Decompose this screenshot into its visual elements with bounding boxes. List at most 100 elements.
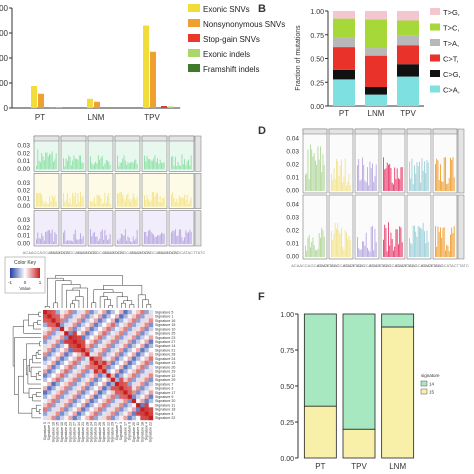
- profile-bar: [53, 198, 54, 207]
- heatmap-cell: [148, 403, 154, 408]
- heatmap-cell: [110, 386, 116, 391]
- heatmap-cell: [102, 318, 107, 323]
- profile-bar: [307, 237, 309, 257]
- profile-bar: [362, 241, 363, 257]
- profile-bar: [159, 159, 161, 170]
- heatmap-cell: [119, 331, 124, 336]
- heatmap-cell: [89, 356, 94, 361]
- profile-bar: [447, 245, 449, 257]
- profile-bar: [357, 165, 358, 191]
- profile-bar: [422, 170, 424, 191]
- heatmap-cell: [106, 331, 111, 336]
- profile-bar: [130, 241, 132, 244]
- heatmap-cell: [106, 335, 111, 340]
- profile-bar: [186, 194, 188, 207]
- heatmap-cell: [43, 369, 48, 374]
- heatmap-cell: [59, 360, 65, 366]
- heatmap-cell: [89, 310, 94, 315]
- panel-c-trinucleotide-profiles: 0.000.000.000.010.010.010.020.020.020.03…: [17, 135, 205, 255]
- profile-bar: [78, 239, 80, 244]
- heatmap-cell: [64, 377, 69, 383]
- heatmap-cell: [43, 356, 48, 361]
- profile-bar: [107, 160, 108, 170]
- facet-strip: [141, 135, 168, 142]
- heatmap-cell: [98, 369, 103, 374]
- row-label: Signature 15: [155, 323, 175, 327]
- facet-strip: [406, 128, 432, 135]
- profile-bar: [163, 233, 165, 244]
- heatmap-cell: [98, 322, 103, 328]
- heatmap-cell: [89, 373, 94, 378]
- profile-bar: [364, 180, 366, 191]
- heatmap-cell: [127, 352, 133, 357]
- heatmap-cell: [51, 365, 56, 370]
- heatmap-cell: [72, 394, 78, 400]
- profile-bar: [124, 160, 126, 170]
- heatmap-cell: [106, 326, 111, 332]
- profile-bar: [445, 157, 446, 191]
- heatmap-cell: [106, 360, 111, 366]
- profile-bar: [45, 201, 47, 207]
- profile-bar: [186, 161, 188, 170]
- heatmap-cell: [59, 331, 65, 336]
- row-strip: [194, 173, 202, 209]
- heatmap-cell: [114, 310, 120, 315]
- heatmap-cell: [55, 318, 61, 323]
- heatmap-cell: [114, 377, 120, 383]
- column-dendrogram-branch: [137, 294, 146, 308]
- profile-bar: [410, 178, 412, 191]
- heatmap-cell: [144, 335, 149, 340]
- x-tick-labels: ACAACCAGCATACTTATC: [291, 263, 339, 268]
- stack-segment: [397, 45, 419, 65]
- heatmap-cell: [59, 310, 65, 315]
- profile-bar: [103, 239, 105, 244]
- heatmap-cell: [98, 411, 103, 416]
- heatmap-cell: [123, 322, 128, 328]
- profile-bar: [383, 157, 384, 191]
- heatmap-cell: [76, 318, 82, 323]
- heatmap-cell: [123, 369, 128, 374]
- heatmap-cell: [55, 398, 61, 404]
- column-label: Signature 18: [140, 422, 144, 442]
- heatmap-cell: [144, 411, 149, 416]
- heatmap-cell: [102, 314, 107, 319]
- row-label: Signature 22: [155, 416, 175, 420]
- heatmap-cell: [72, 377, 78, 383]
- heatmap-cell: [119, 386, 124, 391]
- legend-swatch: [188, 4, 200, 12]
- bar-nonsynonymous-snvs: [94, 101, 100, 108]
- profile-bar: [400, 227, 402, 257]
- heatmap-cell: [76, 394, 82, 400]
- heatmap-cell: [85, 360, 90, 366]
- legend-swatch: [188, 64, 200, 72]
- profile-bar: [100, 198, 102, 207]
- heatmap-cell: [144, 360, 149, 366]
- profile-bar: [341, 159, 342, 191]
- heatmap-cell: [114, 390, 120, 395]
- heatmap-cell: [131, 331, 137, 336]
- x-tick-labels: ACAACCAGCATACTTATC: [131, 250, 179, 255]
- y-tick-label: 100: [0, 79, 9, 88]
- profile-bar: [99, 160, 101, 170]
- heatmap-cell: [131, 386, 137, 391]
- profile-bar: [180, 166, 182, 170]
- heatmap-cell: [127, 386, 133, 391]
- profile-bar: [182, 240, 184, 244]
- profile-bar: [50, 201, 52, 207]
- profile-bar: [38, 160, 40, 170]
- heatmap-cell: [110, 381, 116, 387]
- column-label: Signature 3: [119, 422, 123, 440]
- profile-bar: [90, 229, 91, 244]
- profile-bar: [383, 239, 384, 257]
- heatmap-cell: [136, 386, 141, 391]
- heatmap-cell: [136, 352, 141, 357]
- legend-label: Framshift indels: [203, 65, 259, 74]
- heatmap-cell: [68, 390, 73, 395]
- heatmap-cell: [68, 352, 73, 357]
- heatmap-cell: [47, 377, 52, 383]
- heatmap-cell: [81, 322, 86, 328]
- heatmap-cell: [76, 326, 82, 332]
- heatmap-cell: [119, 373, 124, 378]
- heatmap-cell: [93, 343, 99, 349]
- profile-bar: [117, 155, 118, 170]
